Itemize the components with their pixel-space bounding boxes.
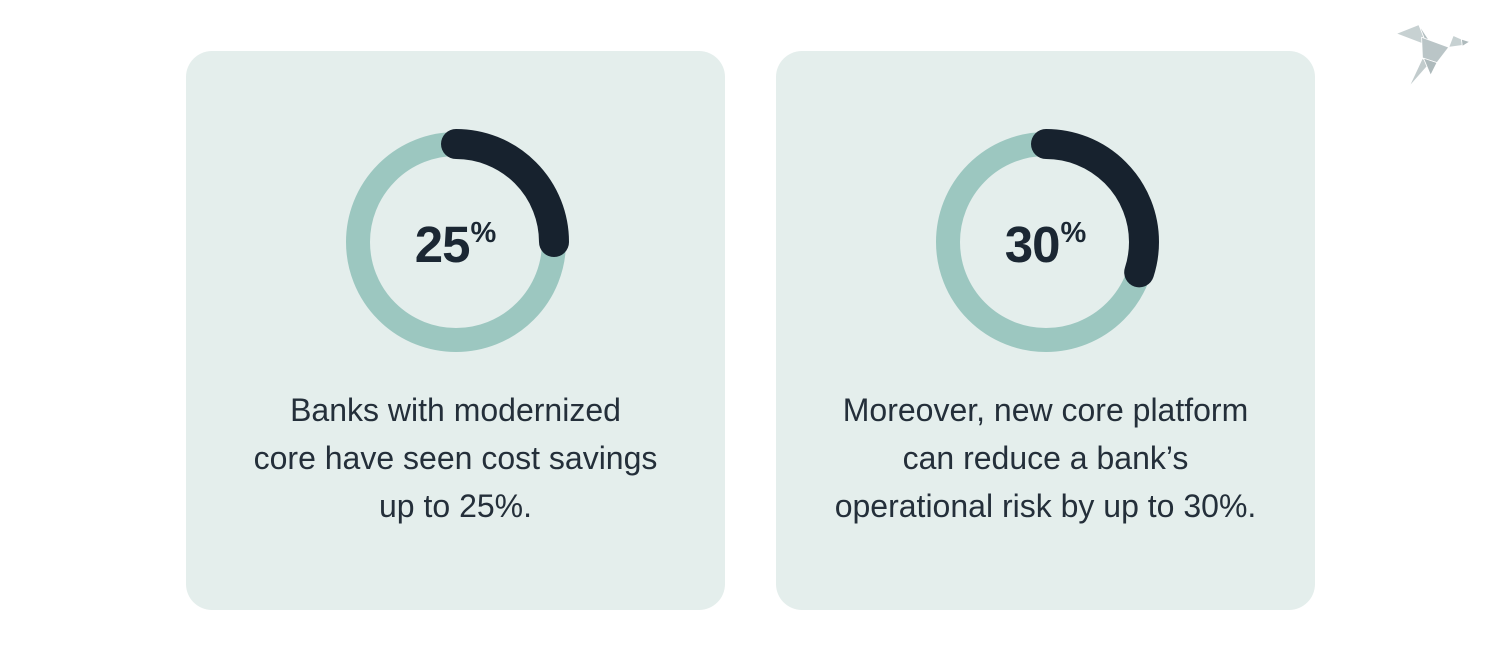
caption-line: Moreover, new core platform — [842, 392, 1249, 428]
origami-bird-icon — [1395, 24, 1470, 88]
stat-card-cost-savings: 25 % Banks with modernized core have see… — [186, 51, 725, 610]
donut-chart-30: 30 % — [925, 121, 1167, 363]
donut-progress-arc — [342, 129, 569, 355]
caption-line: Banks with modernized — [290, 392, 621, 428]
caption-line: up to 25%. — [379, 488, 532, 524]
donut-chart-30-svg — [932, 129, 1159, 355]
stat-caption: Banks with modernized core have seen cos… — [254, 386, 658, 530]
stat-card-operational-risk: 30 % Moreover, new core platform can red… — [776, 51, 1315, 610]
donut-chart-25-svg — [342, 129, 569, 355]
donut-chart-25: 25 % — [335, 121, 577, 363]
caption-line: can reduce a bank’s — [902, 440, 1189, 476]
donut-progress-arc — [932, 129, 1159, 355]
origami-bird-logo — [1389, 17, 1475, 101]
stat-caption: Moreover, new core platform can reduce a… — [835, 386, 1257, 530]
caption-line: core have seen cost savings — [253, 440, 658, 476]
caption-line: operational risk by up to 30%. — [834, 488, 1257, 524]
